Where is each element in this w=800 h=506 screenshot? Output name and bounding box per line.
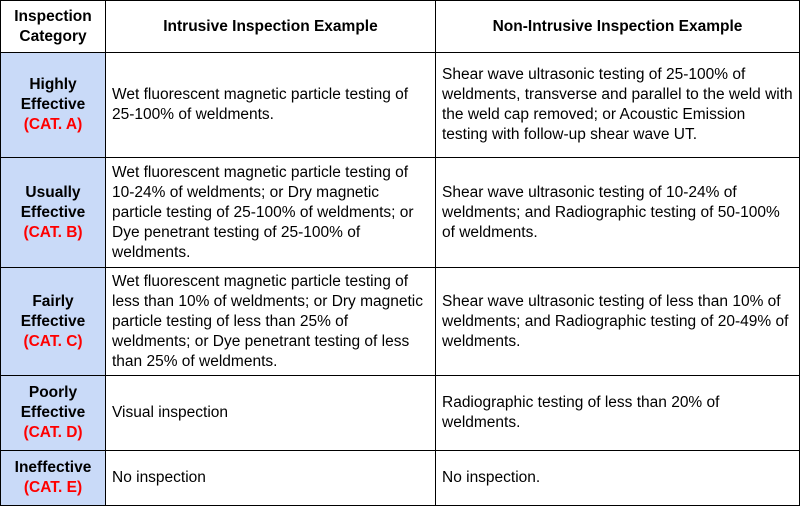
header-intrusive: Intrusive Inspection Example [105, 0, 436, 53]
category-name: Highly Effective [20, 76, 86, 113]
table-row: Poorly Effective (CAT. D) Visual inspect… [0, 375, 800, 451]
table-row: Usually Effective (CAT. B) Wet fluoresce… [0, 157, 800, 268]
category-code: (CAT. C) [23, 332, 83, 350]
category-cell: Poorly Effective (CAT. D) [0, 375, 106, 451]
table-row: Fairly Effective (CAT. C) Wet fluorescen… [0, 267, 800, 376]
intrusive-cell: Wet fluorescent magnetic particle testin… [105, 52, 436, 158]
table-row: Highly Effective (CAT. A) Wet fluorescen… [0, 52, 800, 158]
non-intrusive-cell: Shear wave ultrasonic testing of less th… [435, 267, 800, 376]
intrusive-cell: Visual inspection [105, 375, 436, 451]
header-non-intrusive: Non-Intrusive Inspection Example [435, 0, 800, 53]
intrusive-cell: Wet fluorescent magnetic particle testin… [105, 267, 436, 376]
non-intrusive-cell: Shear wave ultrasonic testing of 25-100%… [435, 52, 800, 158]
intrusive-cell: No inspection [105, 450, 436, 506]
category-name: Usually Effective [20, 183, 86, 221]
category-name: Poorly Effective [20, 384, 86, 421]
intrusive-cell: Wet fluorescent magnetic particle testin… [105, 157, 436, 268]
category-cell: Ineffective (CAT. E) [0, 450, 106, 506]
non-intrusive-cell: Radiographic testing of less than 20% of… [435, 375, 800, 451]
category-name: Ineffective [14, 459, 92, 476]
header-row: Inspection Category Intrusive Inspection… [0, 0, 800, 53]
category-name: Fairly Effective [20, 292, 86, 330]
category-code: (CAT. E) [23, 479, 83, 496]
non-intrusive-cell: Shear wave ultrasonic testing of 10-24% … [435, 157, 800, 268]
category-code: (CAT. D) [23, 424, 83, 441]
table-row: Ineffective (CAT. E) No inspection No in… [0, 450, 800, 506]
category-code: (CAT. B) [23, 223, 83, 241]
category-cell: Fairly Effective (CAT. C) [0, 267, 106, 376]
category-cell: Usually Effective (CAT. B) [0, 157, 106, 268]
category-cell: Highly Effective (CAT. A) [0, 52, 106, 158]
category-code: (CAT. A) [23, 116, 83, 133]
non-intrusive-cell: No inspection. [435, 450, 800, 506]
header-category: Inspection Category [0, 0, 106, 53]
